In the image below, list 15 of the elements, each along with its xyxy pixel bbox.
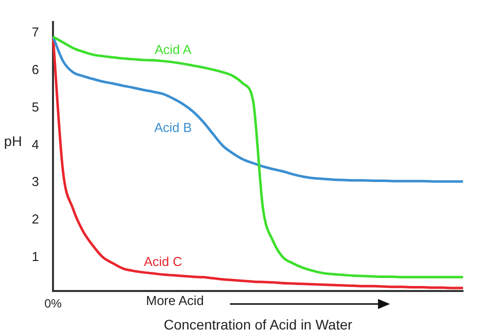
x-tick-label: 0% — [44, 296, 62, 311]
y-tick-label: 5 — [32, 99, 39, 114]
y-axis-title: pH — [4, 132, 22, 149]
series-label: Acid A — [154, 42, 192, 57]
y-tick-label: 4 — [32, 136, 39, 152]
line-series — [52, 36, 464, 183]
y-tick-label: 1 — [32, 248, 39, 264]
y-tick-label: 7 — [32, 24, 39, 40]
x-axis-title: Concentration of Acid in Water — [164, 316, 353, 332]
y-tick-label: 2 — [32, 212, 39, 227]
y-tick-label: 3 — [32, 174, 39, 190]
y-tick-label: 6 — [32, 62, 39, 77]
series-label: Acid B — [154, 120, 192, 136]
text: More Acid — [146, 293, 204, 308]
series-label: Acid C — [144, 254, 182, 270]
